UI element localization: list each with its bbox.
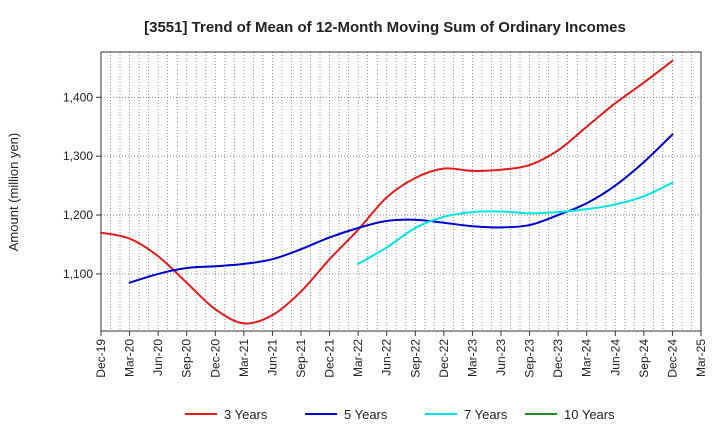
y-tick-label: 1,300	[63, 149, 93, 163]
x-tick-label: Jun-21	[265, 339, 279, 376]
x-tick-label: Dec-21	[323, 339, 337, 378]
x-tick-label: Jun-23	[494, 339, 508, 376]
legend-label-3-years: 3 Years	[224, 407, 268, 422]
plot-background	[101, 52, 701, 331]
legend-label-5-years: 5 Years	[344, 407, 388, 422]
x-tick-label: Dec-23	[551, 339, 565, 378]
x-tick-label: Dec-24	[665, 339, 679, 378]
plot-border	[100, 51, 702, 332]
x-tick-label: Jun-24	[608, 339, 622, 376]
x-tick-label: Sep-20	[180, 339, 194, 378]
x-tick-label: Sep-22	[408, 339, 422, 378]
x-tick-label: Mar-23	[465, 339, 479, 377]
y-tick-label: 1,100	[63, 267, 93, 281]
y-tick-label: 1,200	[63, 208, 93, 222]
x-tick-label: Mar-20	[123, 339, 137, 377]
plot-area: 1,100 1,200 1,300 1,400 Dec-19 Mar-20 Jun-20 Se…	[63, 51, 708, 378]
x-tick-label: Sep-21	[294, 339, 308, 378]
x-tick-label: Jun-20	[151, 339, 165, 376]
x-tick-label: Mar-22	[351, 339, 365, 377]
y-tick-label: 1,400	[63, 90, 93, 104]
x-tick-label: Dec-22	[437, 339, 451, 378]
y-axis-label: Amount (million yen)	[6, 133, 21, 252]
chart-title: [3551] Trend of Mean of 12-Month Moving …	[144, 19, 626, 36]
legend: 3 Years 5 Years 7 Years 10 Years	[185, 407, 615, 422]
x-tick-label: Mar-25	[694, 339, 708, 377]
series-line-3-years	[100, 59, 674, 325]
legend-label-10-years: 10 Years	[564, 407, 615, 422]
series-line-5-years	[128, 133, 674, 284]
x-tick-label: Dec-19	[94, 339, 108, 378]
series-line-7-years	[357, 181, 674, 265]
x-tick-label: Sep-24	[637, 339, 651, 378]
x-tick-label: Jun-22	[380, 339, 394, 376]
x-tick-label: Dec-20	[208, 339, 222, 378]
x-tick-label: Sep-23	[523, 339, 537, 378]
x-tick-label: Mar-24	[580, 339, 594, 377]
legend-label-7-years: 7 Years	[464, 407, 508, 422]
x-tick-label: Mar-21	[237, 339, 251, 377]
